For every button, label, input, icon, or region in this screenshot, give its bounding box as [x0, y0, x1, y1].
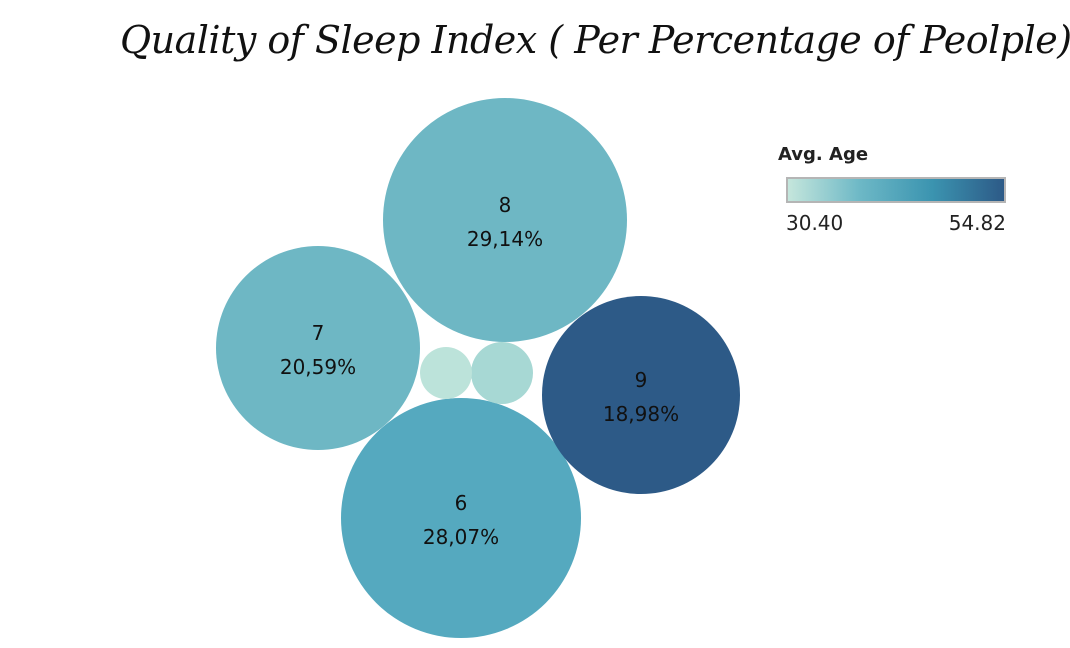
- bubble-8[interactable]: [383, 98, 627, 342]
- bubble-small-5[interactable]: [420, 347, 472, 399]
- bubble-percent-label: 18,98%: [603, 402, 679, 426]
- bubble-category-label: 7: [312, 321, 325, 345]
- bubble-small-4[interactable]: [471, 342, 533, 404]
- legend-gradient-bar: [786, 177, 1006, 203]
- legend-min-label: 30.40: [786, 211, 844, 235]
- bubble-7[interactable]: [216, 246, 420, 450]
- legend-title: Avg. Age: [778, 144, 869, 165]
- bubble-percent-label: 28,07%: [423, 525, 499, 549]
- bubble-category-label: 6: [455, 491, 468, 515]
- chart-title: Quality of Sleep Index ( Per Percentage …: [120, 18, 1070, 62]
- bubble-9[interactable]: [542, 296, 740, 494]
- bubble-percent-label: 29,14%: [467, 227, 543, 251]
- bubble-percent-label: 20,59%: [280, 355, 356, 379]
- legend-max-label: 54.82: [948, 211, 1006, 235]
- bubble-6[interactable]: [341, 398, 581, 638]
- color-legend: Avg. Age 30.40 54.82: [778, 144, 1010, 237]
- legend-labels: 30.40 54.82: [786, 211, 1006, 237]
- bubble-category-label: 9: [635, 368, 648, 392]
- bubble-category-label: 8: [499, 193, 512, 217]
